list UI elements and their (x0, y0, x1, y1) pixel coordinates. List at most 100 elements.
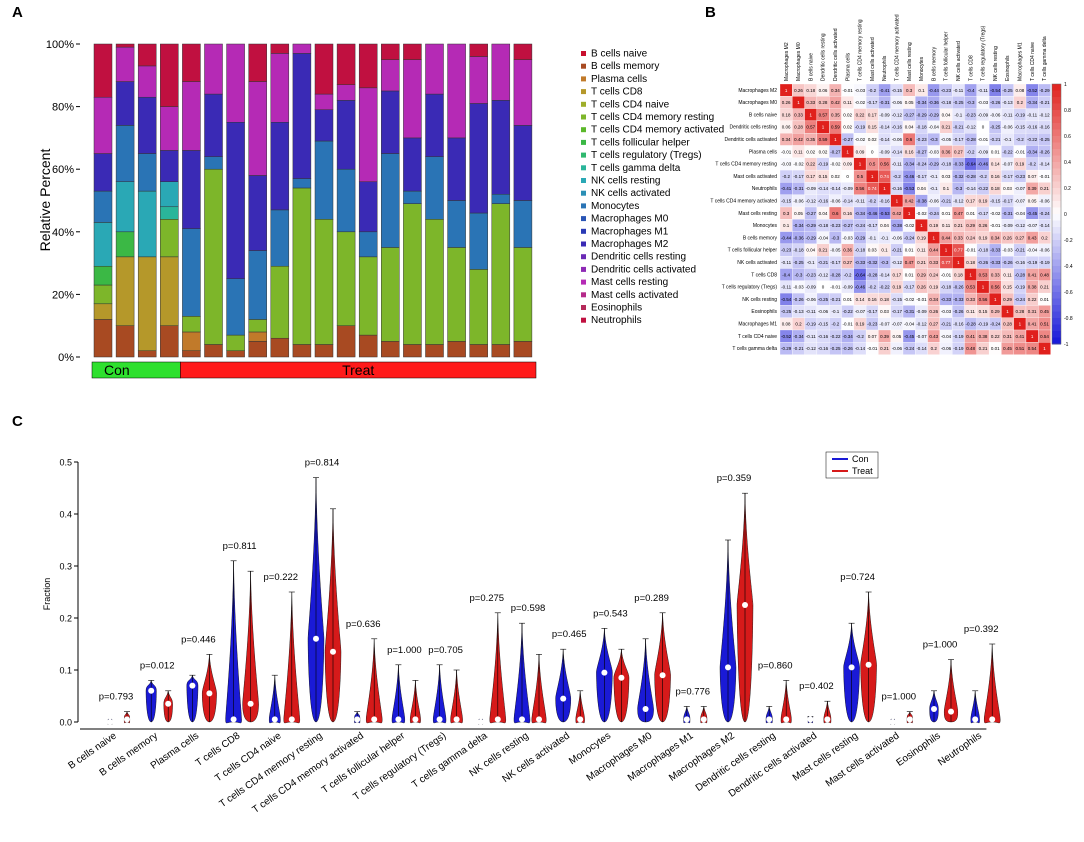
a-ytick-label: 100% (46, 39, 74, 51)
c-con-median (313, 635, 319, 642)
b-cell-value: -0.14 (843, 198, 854, 203)
b-row-label: Eosinophils (751, 309, 777, 315)
b-cell-value: -0.06 (818, 309, 829, 314)
b-cell-value: -0.17 (830, 260, 841, 265)
panel-c-letter: C (12, 413, 23, 430)
b-cell-value: -0.22 (843, 309, 854, 314)
b-cell-value: -0.22 (879, 285, 890, 290)
b-cell-value: -0.1 (1004, 137, 1012, 142)
b-cell-value: 0.77 (954, 248, 963, 253)
b-cell-value: -0.09 (879, 112, 890, 117)
c-con-median (271, 716, 278, 723)
c-legend-con-label: Con (852, 454, 869, 464)
b-row-label: T cells CD8 (751, 272, 777, 278)
c-treat-median (618, 674, 625, 681)
b-cell-value: -0.22 (1027, 137, 1038, 142)
a-bar-segment (425, 93, 444, 157)
a-bar-segment (336, 43, 356, 85)
b-cell-value: -0.13 (1002, 100, 1013, 105)
b-colorbar-step (1052, 311, 1061, 319)
c-con-median (683, 716, 690, 723)
b-cell-value: -0.16 (818, 198, 829, 203)
b-row-label: Dendritic cells activated (724, 137, 777, 143)
b-cell-value: -0.33 (941, 297, 952, 302)
a-ytick-label: 0% (58, 352, 74, 364)
b-cell-value: -0.28 (966, 321, 977, 326)
a-legend-swatch (581, 139, 586, 145)
b-cell-value: 0.29 (1003, 297, 1012, 302)
b-cell-value: 1 (1019, 321, 1022, 326)
b-cell-value: 0.44 (929, 248, 938, 253)
b-cell-value: 0.28 (1003, 321, 1012, 326)
b-col-label: NK cells activated (956, 41, 962, 81)
b-cell-value: 0.14 (856, 297, 865, 302)
b-colorbar-step (1052, 90, 1061, 98)
b-cell-value: -0.22 (830, 334, 841, 339)
a-legend-swatch (581, 51, 586, 56)
b-cell-value: 0.2 (1017, 100, 1024, 105)
b-cell-value: -0.34 (855, 211, 866, 216)
b-cell-value: -0.34 (793, 334, 804, 339)
b-col-label: Macrophages M1 (1017, 42, 1023, 81)
b-cell-value: -0.12 (953, 198, 964, 203)
b-col-label: T cells CD4 naive (1030, 42, 1036, 81)
b-cell-value: 1 (945, 248, 948, 253)
b-cell-value: 0.41 (1028, 272, 1037, 277)
b-cell-value: -0.23 (830, 223, 841, 228)
b-colorbar-tick: -0.6 (1064, 290, 1073, 296)
b-cell-value: -0.11 (953, 88, 963, 93)
c-pvalue: p=0.543 (593, 608, 628, 619)
b-cell-value: -0.25 (990, 125, 1001, 130)
b-cell-value: 0.04 (917, 186, 926, 191)
b-cell-value: -0.03 (941, 309, 952, 314)
a-bar-segment (447, 137, 466, 201)
b-cell-value: 0.2 (1041, 235, 1048, 240)
b-cell-value: 0.05 (1028, 198, 1037, 203)
b-cells: 1 0.26 0.18 0.06 0.34 -0.01 -0.03 -0.2 -0.41 -0.1… (779, 83, 1051, 355)
b-cell-value: -0.23 (966, 112, 977, 117)
b-colorbar-tick: 0.4 (1064, 160, 1071, 166)
b-cell-value: -0.2 (831, 321, 839, 326)
b-cell-value: 0.03 (880, 309, 889, 314)
b-col-label: T cells regulatory (Tregs) (981, 25, 987, 81)
a-bar-segment (513, 247, 533, 342)
a-legend-label: Neutrophils (591, 315, 642, 326)
b-cell-value: -0.07 (1027, 223, 1038, 228)
b-cell-value: -0.15 (892, 88, 903, 93)
b-cell-value: -0.19 (953, 334, 964, 339)
b-cell-value: 0.11 (966, 309, 975, 314)
b-cell-value: 0.27 (954, 149, 963, 154)
b-cell-value: 0.19 (979, 235, 988, 240)
b-cell-value: -0.23 (867, 321, 878, 326)
b-cell-value: -0.01 (978, 137, 989, 142)
b-cell-value: -0.07 (879, 321, 890, 326)
b-colorbar-step (1052, 305, 1061, 312)
a-bar-segment (336, 84, 356, 101)
b-cell-value: 0.56 (880, 162, 889, 167)
b-cell-value: -0.02 (916, 211, 927, 216)
b-cell-value: -0.2 (967, 149, 975, 154)
b-colorbar-tick: 1 (1064, 82, 1067, 88)
b-cell-value: 0.11 (1003, 272, 1012, 277)
a-legend-swatch (581, 203, 586, 209)
c-treat-median (783, 716, 790, 723)
b-col-label: Monocytes (919, 56, 925, 81)
a-group-treat (180, 361, 537, 379)
a-legend-swatch (581, 63, 586, 69)
a-bar-segment (425, 219, 444, 345)
b-cell-value: -0.21 (793, 346, 804, 351)
b-cell-value: 1 (1006, 309, 1009, 314)
b-cell-value: -0.09 (806, 285, 817, 290)
b-cell-value: 0.22 (806, 162, 815, 167)
c-con-median (230, 716, 237, 723)
b-row-label: Mast cells resting (738, 211, 777, 217)
b-cell-value: -0.41 (781, 186, 792, 191)
panel-b-letter: B (705, 4, 716, 21)
b-cell-value: 0.07 (868, 334, 877, 339)
panel-a-letter: A (12, 4, 23, 21)
b-cell-value: -0.33 (953, 297, 964, 302)
b-cell-value: -0.06 (990, 112, 1001, 117)
a-bar-segment (93, 265, 113, 286)
b-colorbar-step (1052, 116, 1061, 124)
b-cell-value: -0.11 (1027, 112, 1037, 117)
